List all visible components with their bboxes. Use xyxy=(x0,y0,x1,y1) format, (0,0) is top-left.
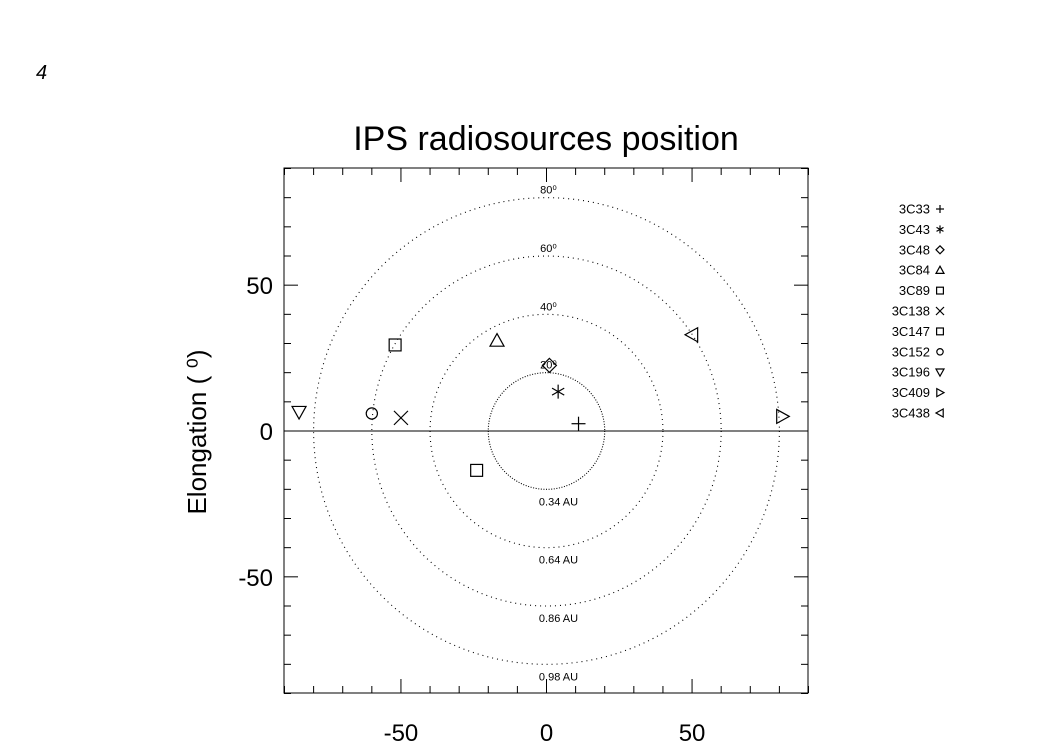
legend-marker-symbol xyxy=(935,286,944,295)
legend-label: 3C438 xyxy=(892,406,930,421)
page-number-mark: 4 xyxy=(36,62,48,84)
data-point-marker xyxy=(388,338,402,352)
legend-marker-symbol xyxy=(936,347,944,356)
legend-label: 3C196 xyxy=(892,365,930,380)
elongation-label: 80⁰ xyxy=(540,185,557,197)
data-point-marker xyxy=(551,387,565,396)
chart-title: IPS radiosources position xyxy=(353,120,739,158)
data-point-3c438 xyxy=(683,326,699,343)
legend-marker xyxy=(936,225,944,234)
legend-label: 3C409 xyxy=(892,385,930,400)
elongation-circle xyxy=(371,255,722,607)
legend-marker xyxy=(934,407,944,419)
legend-label: 3C152 xyxy=(892,344,930,359)
legend-marker-symbol xyxy=(936,226,944,232)
y-axis-label: Elongation ( ⁰) xyxy=(182,349,212,514)
elongation-label: 60⁰ xyxy=(540,243,557,255)
distance-label: 0.64 AU xyxy=(539,555,578,567)
y-tick-label: -50 xyxy=(238,565,273,592)
legend-marker-symbol xyxy=(934,264,946,274)
data-point-3c84 xyxy=(488,332,506,347)
data-point-3c196 xyxy=(291,405,308,421)
elongation-label: 40⁰ xyxy=(540,301,557,313)
data-point-marker xyxy=(393,410,409,426)
legend-marker-symbol xyxy=(935,306,945,316)
data-point-marker xyxy=(365,407,379,420)
legend-label: 3C147 xyxy=(892,324,930,339)
legend: 3C33 3C43 3C48 3C84 3C89 3C138 3C147 3C152 3C196… xyxy=(892,202,946,421)
data-point-3c48 xyxy=(541,357,558,374)
legend-marker-symbol xyxy=(935,244,945,255)
distance-label: 0.86 AU xyxy=(539,613,578,625)
data-point-3c152 xyxy=(365,407,379,420)
data-point-3c89 xyxy=(388,338,402,352)
legend-marker xyxy=(936,347,944,356)
elongation-circle xyxy=(429,313,664,549)
legend-label: 3C33 xyxy=(899,202,930,217)
legend-marker-symbol xyxy=(934,407,944,419)
data-point-marker xyxy=(488,332,506,347)
data-point-marker xyxy=(683,326,699,343)
x-tick-label: 0 xyxy=(540,720,553,747)
legend-label: 3C89 xyxy=(899,283,930,298)
elongation-circle xyxy=(313,197,780,665)
legend-marker xyxy=(936,205,944,213)
y-tick-label: 50 xyxy=(246,273,273,300)
data-point-marker xyxy=(291,405,308,421)
data-point-3c138 xyxy=(393,410,409,426)
data-point-3c147 xyxy=(470,463,484,477)
x-tick-label: -50 xyxy=(384,720,419,747)
data-point-marker xyxy=(776,408,791,425)
legend-label: 3C138 xyxy=(892,304,930,319)
data-point-3c409 xyxy=(776,408,791,425)
distance-label: 0.34 AU xyxy=(539,496,578,508)
legend-label: 3C48 xyxy=(899,242,930,257)
legend-marker xyxy=(936,387,946,398)
data-point-3c43 xyxy=(551,384,565,399)
distance-label: 0.98 AU xyxy=(539,671,578,683)
legend-marker xyxy=(934,264,946,274)
elongation-circle xyxy=(487,372,606,490)
legend-marker xyxy=(935,286,944,295)
data-point-marker xyxy=(541,357,558,374)
y-tick-label: 0 xyxy=(260,419,273,446)
legend-marker xyxy=(935,306,945,316)
legend-marker xyxy=(935,327,944,336)
legend-marker-symbol xyxy=(935,327,944,336)
legend-marker-symbol xyxy=(936,387,946,398)
legend-label: 3C43 xyxy=(899,222,930,237)
x-tick-label: 50 xyxy=(679,720,706,747)
legend-marker-symbol xyxy=(934,368,946,378)
data-point-3c33 xyxy=(571,416,586,431)
legend-marker xyxy=(934,368,946,378)
legend-marker xyxy=(935,244,945,255)
data-point-marker xyxy=(470,463,484,477)
legend-label: 3C84 xyxy=(899,263,930,278)
